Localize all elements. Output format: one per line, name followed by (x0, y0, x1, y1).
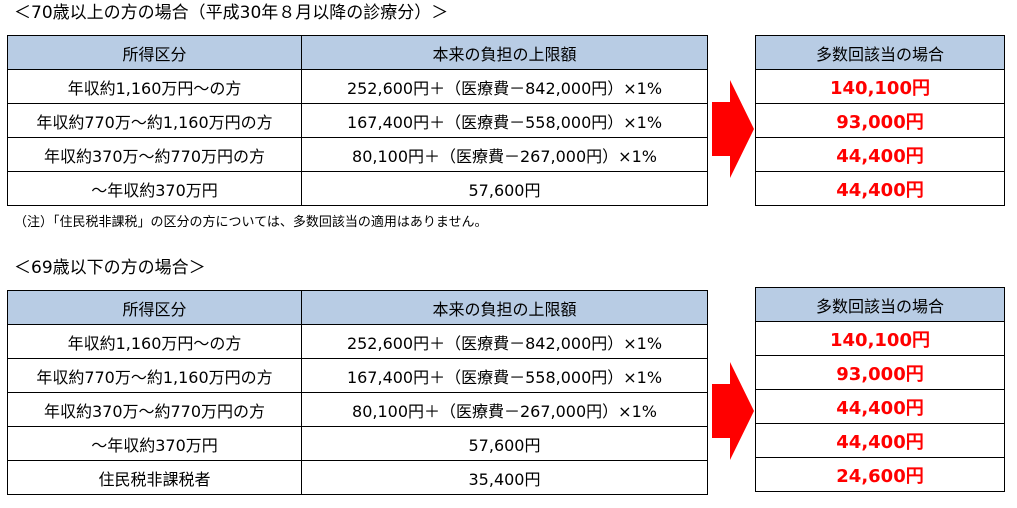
section2-main-table: 所得区分 本来の負担の上限額 年収約1,160万円～の方 252,600円＋（医… (7, 290, 708, 495)
income-category-cell: 年収約370万～約770万円の方 (7, 137, 302, 172)
limit-amount-cell: 57,600円 (301, 426, 708, 461)
table-row: 年収約370万～約770万円の方 80,100円＋（医療費－267,000円）×… (7, 392, 708, 427)
limit-amount-header: 本来の負担の上限額 (301, 290, 708, 325)
table-header-row: 多数回該当の場合 (755, 287, 1005, 322)
table-row: ～年収約370万円 57,600円 (7, 426, 708, 461)
section1-main-table: 所得区分 本来の負担の上限額 年収約1,160万円～の方 252,600円＋（医… (7, 35, 708, 206)
multiple-applicable-value: 93,000円 (755, 103, 1005, 138)
limit-amount-cell: 167,400円＋（医療費－558,000円）×1% (301, 358, 708, 393)
table-row: 93,000円 (755, 103, 1005, 138)
section2-heading: ＜69歳以下の方の場合＞ (14, 258, 206, 278)
income-category-cell: 年収約1,160万円～の方 (7, 324, 302, 359)
right-arrow-icon (712, 362, 754, 460)
section1-note: （注）「住民税非課税」の区分の方については、多数回該当の適用はありません。 (14, 215, 488, 230)
limit-amount-cell: 35,400円 (301, 460, 708, 495)
multiple-applicable-value: 44,400円 (755, 389, 1005, 424)
section2-side-table: 多数回該当の場合 140,100円 93,000円 44,400円 44,400… (755, 287, 1005, 492)
multiple-applicable-value: 44,400円 (755, 171, 1005, 206)
table-row: 44,400円 (755, 137, 1005, 172)
section1-heading: ＜70歳以上の方の場合（平成30年８月以降の診療分）＞ (14, 3, 449, 23)
table-row: 44,400円 (755, 389, 1005, 424)
table-row: 年収約770万～約1,160万円の方 167,400円＋（医療費－558,000… (7, 103, 708, 138)
income-category-cell: 年収約1,160万円～の方 (7, 69, 302, 104)
limit-amount-cell: 80,100円＋（医療費－267,000円）×1% (301, 392, 708, 427)
table-row: 140,100円 (755, 321, 1005, 356)
table-row: ～年収約370万円 57,600円 (7, 171, 708, 206)
multiple-applicable-value: 24,600円 (755, 457, 1005, 492)
limit-amount-cell: 80,100円＋（医療費－267,000円）×1% (301, 137, 708, 172)
limit-amount-cell: 57,600円 (301, 171, 708, 206)
multiple-applicable-value: 93,000円 (755, 355, 1005, 390)
income-category-header: 所得区分 (7, 35, 302, 70)
income-category-cell: 年収約370万～約770万円の方 (7, 392, 302, 427)
table-row: 140,100円 (755, 69, 1005, 104)
limit-amount-cell: 252,600円＋（医療費－842,000円）×1% (301, 324, 708, 359)
table-row: 年収約1,160万円～の方 252,600円＋（医療費－842,000円）×1% (7, 69, 708, 104)
limit-amount-header: 本来の負担の上限額 (301, 35, 708, 70)
multiple-applicable-value: 140,100円 (755, 69, 1005, 104)
income-category-cell: ～年収約370万円 (7, 426, 302, 461)
multiple-applicable-value: 44,400円 (755, 423, 1005, 458)
table-row: 年収約770万～約1,160万円の方 167,400円＋（医療費－558,000… (7, 358, 708, 393)
table-row: 住民税非課税者 35,400円 (7, 460, 708, 495)
table-header-row: 所得区分 本来の負担の上限額 (7, 35, 708, 70)
table-row: 44,400円 (755, 171, 1005, 206)
table-row: 年収約1,160万円～の方 252,600円＋（医療費－842,000円）×1% (7, 324, 708, 359)
right-arrow-icon (712, 80, 754, 178)
multiple-applicable-value: 44,400円 (755, 137, 1005, 172)
table-row: 24,600円 (755, 457, 1005, 492)
income-category-header: 所得区分 (7, 290, 302, 325)
table-header-row: 所得区分 本来の負担の上限額 (7, 290, 708, 325)
table-row: 44,400円 (755, 423, 1005, 458)
income-category-cell: 年収約770万～約1,160万円の方 (7, 358, 302, 393)
table-row: 年収約370万～約770万円の方 80,100円＋（医療費－267,000円）×… (7, 137, 708, 172)
limit-amount-cell: 167,400円＋（医療費－558,000円）×1% (301, 103, 708, 138)
table-header-row: 多数回該当の場合 (755, 35, 1005, 70)
limit-amount-cell: 252,600円＋（医療費－842,000円）×1% (301, 69, 708, 104)
section1-side-table: 多数回該当の場合 140,100円 93,000円 44,400円 44,400… (755, 35, 1005, 206)
income-category-cell: ～年収約370万円 (7, 171, 302, 206)
table-row: 93,000円 (755, 355, 1005, 390)
income-category-cell: 住民税非課税者 (7, 460, 302, 495)
multiple-applicable-header: 多数回該当の場合 (755, 35, 1005, 70)
multiple-applicable-value: 140,100円 (755, 321, 1005, 356)
income-category-cell: 年収約770万～約1,160万円の方 (7, 103, 302, 138)
multiple-applicable-header: 多数回該当の場合 (755, 287, 1005, 322)
